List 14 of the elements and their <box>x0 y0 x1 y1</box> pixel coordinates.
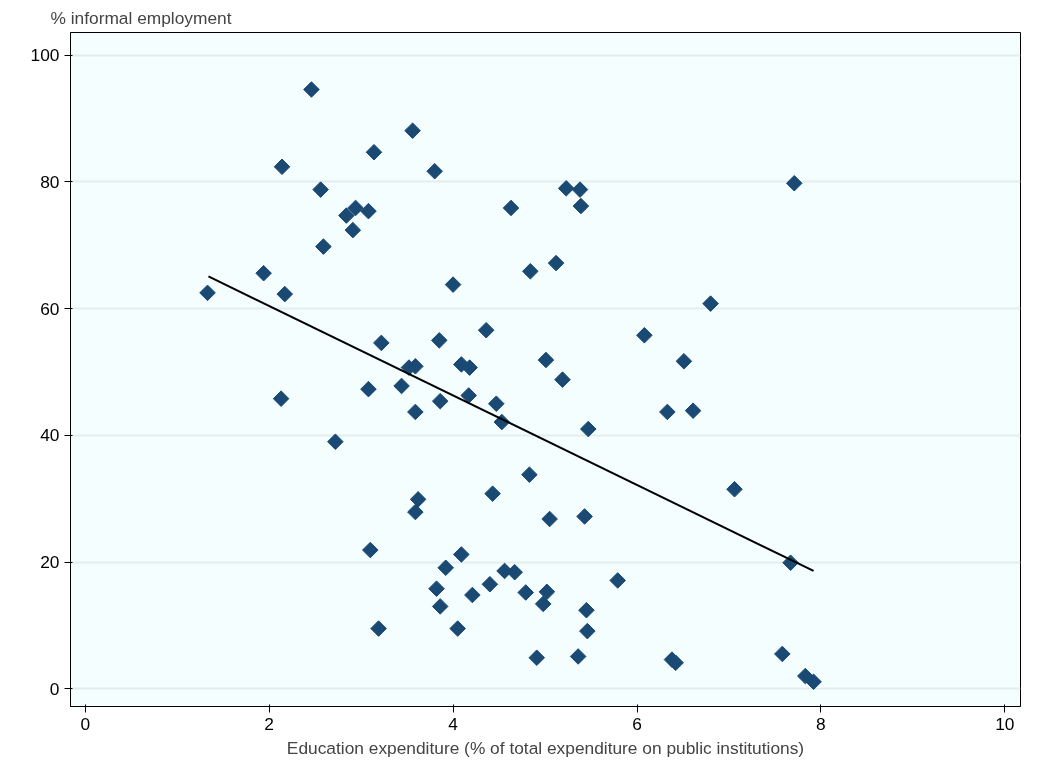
x-tick-label: 2 <box>264 713 274 734</box>
y-tick-label: 0 <box>49 678 60 699</box>
x-tick-label: 0 <box>80 713 91 734</box>
x-tick-label: 8 <box>816 713 826 734</box>
x-axis-title: Education expenditure (% of total expenditure on public institutions) <box>286 737 805 758</box>
y-tick-label: 20 <box>40 552 60 573</box>
y-tick-label: 100 <box>30 45 60 66</box>
x-tick-label: 6 <box>632 713 642 734</box>
y-axis-title: % informal employment <box>50 7 232 28</box>
x-tick-label: 4 <box>448 713 459 734</box>
y-tick-label: 60 <box>40 298 60 319</box>
y-tick-label: 40 <box>40 425 60 446</box>
x-tick-label: 10 <box>995 713 1015 734</box>
y-tick-label: 80 <box>40 172 60 192</box>
